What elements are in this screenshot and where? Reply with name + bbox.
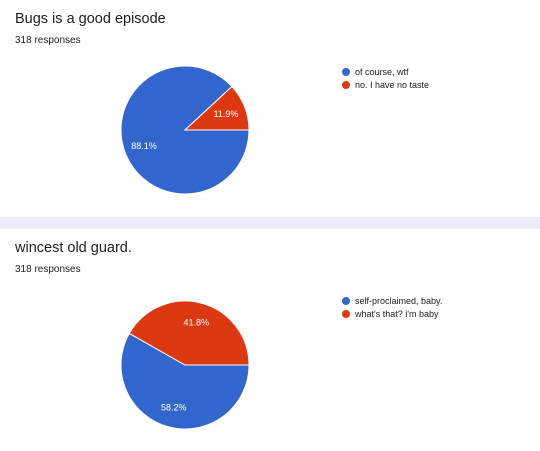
legend: of course, wtf no. I have no taste xyxy=(342,66,429,92)
slice-percent-label: 41.8% xyxy=(183,317,209,327)
pie-chart: 88.1% 11.9% xyxy=(120,65,250,195)
chart-title: Bugs is a good episode xyxy=(15,11,166,27)
chart-title: wincest old guard. xyxy=(15,240,132,256)
chart-card-1: Bugs is a good episode 318 responses 88.… xyxy=(0,0,540,217)
legend-label: no. I have no taste xyxy=(355,80,430,90)
legend-swatch xyxy=(342,297,350,305)
legend-item[interactable]: of course, wtf xyxy=(342,66,429,78)
pie-slice[interactable] xyxy=(120,65,250,195)
response-count: 318 responses xyxy=(15,264,81,275)
legend-label: self-proclaimed, baby. xyxy=(355,296,443,306)
legend-swatch xyxy=(342,81,350,89)
pie-slice[interactable] xyxy=(120,332,250,430)
legend-swatch xyxy=(342,310,350,318)
legend-item[interactable]: self-proclaimed, baby. xyxy=(342,295,442,307)
slice-percent-label: 11.9% xyxy=(214,109,239,119)
legend: self-proclaimed, baby. what's that? i'm … xyxy=(342,295,442,321)
pie-slice[interactable] xyxy=(183,85,250,131)
legend-item[interactable]: what's that? i'm baby xyxy=(342,308,442,320)
chart-card-2: wincest old guard. 318 responses 58.2% 41… xyxy=(0,229,540,451)
pie-chart: 58.2% 41.8% xyxy=(120,300,250,430)
slice-percent-label: 88.1% xyxy=(131,141,157,151)
response-count: 318 responses xyxy=(15,35,81,46)
pie-slice[interactable] xyxy=(128,300,250,366)
legend-item[interactable]: no. I have no taste xyxy=(342,79,429,91)
legend-swatch xyxy=(342,68,350,76)
legend-label: what's that? i'm baby xyxy=(355,309,439,319)
legend-label: of course, wtf xyxy=(355,67,409,77)
slice-percent-label: 58.2% xyxy=(161,403,187,413)
